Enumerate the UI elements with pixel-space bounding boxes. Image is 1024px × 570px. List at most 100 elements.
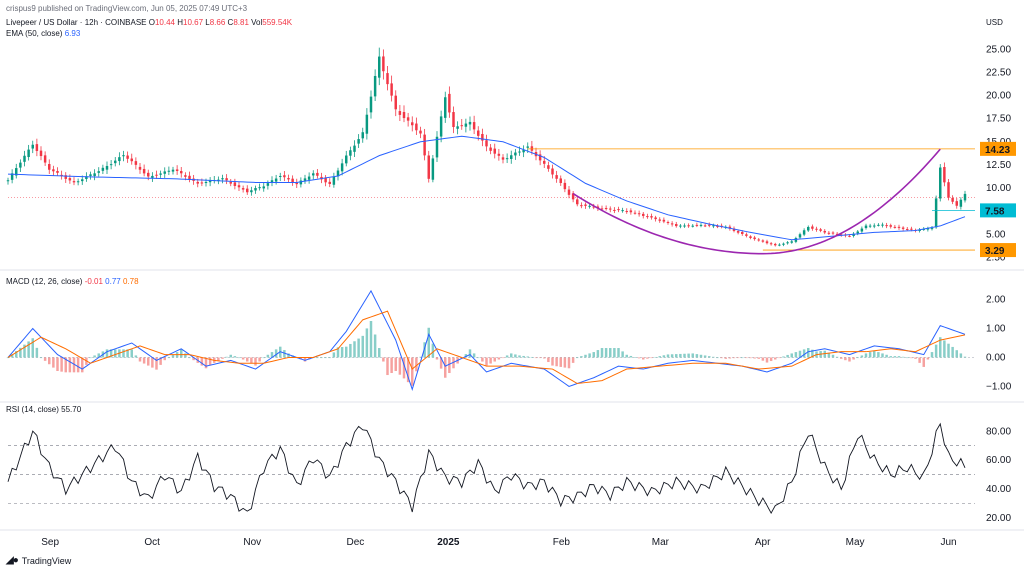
- candle-body: [332, 176, 336, 185]
- macd-histogram-bar: [959, 353, 963, 358]
- candle-body: [155, 174, 158, 176]
- candle-body: [23, 155, 26, 162]
- candle-body: [749, 236, 752, 239]
- macd-histogram-bar: [617, 348, 620, 358]
- candle-body: [419, 130, 422, 134]
- candle-body: [699, 224, 703, 226]
- ema-value: 6.93: [64, 29, 81, 38]
- macd-histogram-bar: [736, 357, 740, 359]
- macd-histogram-bar: [200, 357, 204, 366]
- macd-legend[interactable]: MACD (12, 26, close) -0.01 0.77 0.78: [6, 277, 139, 286]
- macd-histogram-bar: [856, 357, 859, 359]
- macd-histogram-bar: [761, 357, 765, 361]
- macd-histogram-bar: [217, 357, 220, 361]
- macd-histogram-bar: [477, 357, 480, 359]
- candle-body: [666, 222, 670, 224]
- macd-histogram-bar: [642, 357, 645, 360]
- macd-histogram-bar: [926, 357, 930, 360]
- candle-body: [369, 96, 373, 113]
- volume-label: Vol: [251, 18, 263, 27]
- candle-body: [943, 167, 946, 183]
- macd-histogram-bar: [745, 357, 748, 359]
- candle-body: [159, 173, 162, 175]
- candle-body: [373, 75, 377, 97]
- macd-histogram-bar: [357, 338, 360, 358]
- time-tick-label: Sep: [41, 537, 59, 548]
- macd-histogram-bar: [802, 349, 806, 358]
- candle-body: [431, 158, 435, 180]
- macd-label: MACD (12, 26, close): [6, 277, 83, 286]
- macd-histogram-bar: [716, 357, 719, 359]
- macd-histogram-bar: [472, 353, 476, 358]
- candle-body: [246, 188, 249, 193]
- macd-histogram-bar: [142, 357, 146, 364]
- candle-body: [394, 95, 397, 110]
- macd-histogram-bar: [485, 357, 488, 366]
- candle-body: [604, 208, 608, 210]
- macd-histogram-bar: [868, 352, 872, 358]
- macd-histogram-bar: [171, 354, 175, 358]
- macd-histogram-bar: [493, 357, 496, 362]
- macd-histogram-bar: [81, 357, 84, 373]
- candle-body: [790, 241, 793, 243]
- tradingview-logo[interactable]: ◢● TradingView: [6, 555, 71, 566]
- macd-histogram-bar: [753, 357, 756, 359]
- macd-histogram-bar: [679, 353, 682, 358]
- ema-legend[interactable]: EMA (50, close) 6.93: [6, 29, 80, 38]
- rsi-label: RSI (14, close): [6, 405, 59, 414]
- macd-histogram-bar: [534, 357, 538, 359]
- macd-histogram-bar: [188, 357, 191, 359]
- macd-histogram-bar: [134, 355, 138, 358]
- candle-body: [295, 182, 298, 185]
- macd-histogram-bar: [910, 357, 913, 359]
- candle-body: [815, 228, 818, 230]
- candle-body: [27, 149, 30, 158]
- candle-body: [864, 225, 868, 229]
- candle-body: [934, 198, 938, 228]
- candle-body: [460, 125, 463, 127]
- time-tick-label: Apr: [755, 537, 771, 548]
- macd-histogram-bar: [547, 357, 550, 363]
- macd-histogram-bar: [860, 355, 864, 358]
- candle-body: [126, 155, 129, 159]
- candle-body: [918, 229, 921, 231]
- resistance-tag-box: [980, 141, 1016, 156]
- candle-body: [262, 186, 265, 189]
- candle-body: [184, 175, 187, 177]
- macd-histogram-bar: [840, 357, 843, 359]
- rsi-legend[interactable]: RSI (14, close) 55.70: [6, 405, 81, 414]
- candle-body: [481, 133, 484, 141]
- macd-histogram-bar: [221, 357, 224, 359]
- rsi-tick-label: 60.00: [986, 455, 1011, 466]
- macd-histogram-bar: [650, 357, 653, 359]
- candle-body: [345, 155, 348, 164]
- candle-body: [180, 171, 183, 174]
- macd-histogram-bar: [398, 357, 402, 375]
- candle-body: [831, 232, 835, 234]
- macd-histogram-bar: [811, 349, 814, 358]
- macd-histogram-bar: [489, 357, 492, 364]
- candle-body: [877, 224, 880, 226]
- candle-body: [291, 178, 294, 183]
- candle-body: [538, 154, 542, 161]
- macd-histogram-bar: [241, 357, 245, 360]
- macd-histogram-bar: [402, 357, 406, 379]
- ema-line: [7, 135, 966, 241]
- macd-histogram-bar: [501, 357, 505, 359]
- candle-body: [547, 165, 550, 169]
- candle-body: [439, 116, 443, 137]
- candle-body: [501, 157, 505, 160]
- candle-body: [633, 212, 637, 214]
- macd-histogram-bar: [163, 357, 166, 361]
- macd-histogram-bar: [691, 353, 694, 358]
- macd-histogram-bar: [208, 357, 212, 366]
- macd-histogram-bar: [439, 357, 443, 369]
- candle-body: [456, 126, 459, 129]
- candle-body: [444, 97, 447, 118]
- macd-histogram-bar: [431, 343, 435, 358]
- macd-histogram-bar: [262, 357, 265, 359]
- high-label: H: [177, 18, 184, 27]
- candle-body: [588, 205, 591, 207]
- symbol-name[interactable]: Livepeer / US Dollar · 12h · COINBASE: [6, 18, 147, 27]
- candle-body: [646, 216, 649, 218]
